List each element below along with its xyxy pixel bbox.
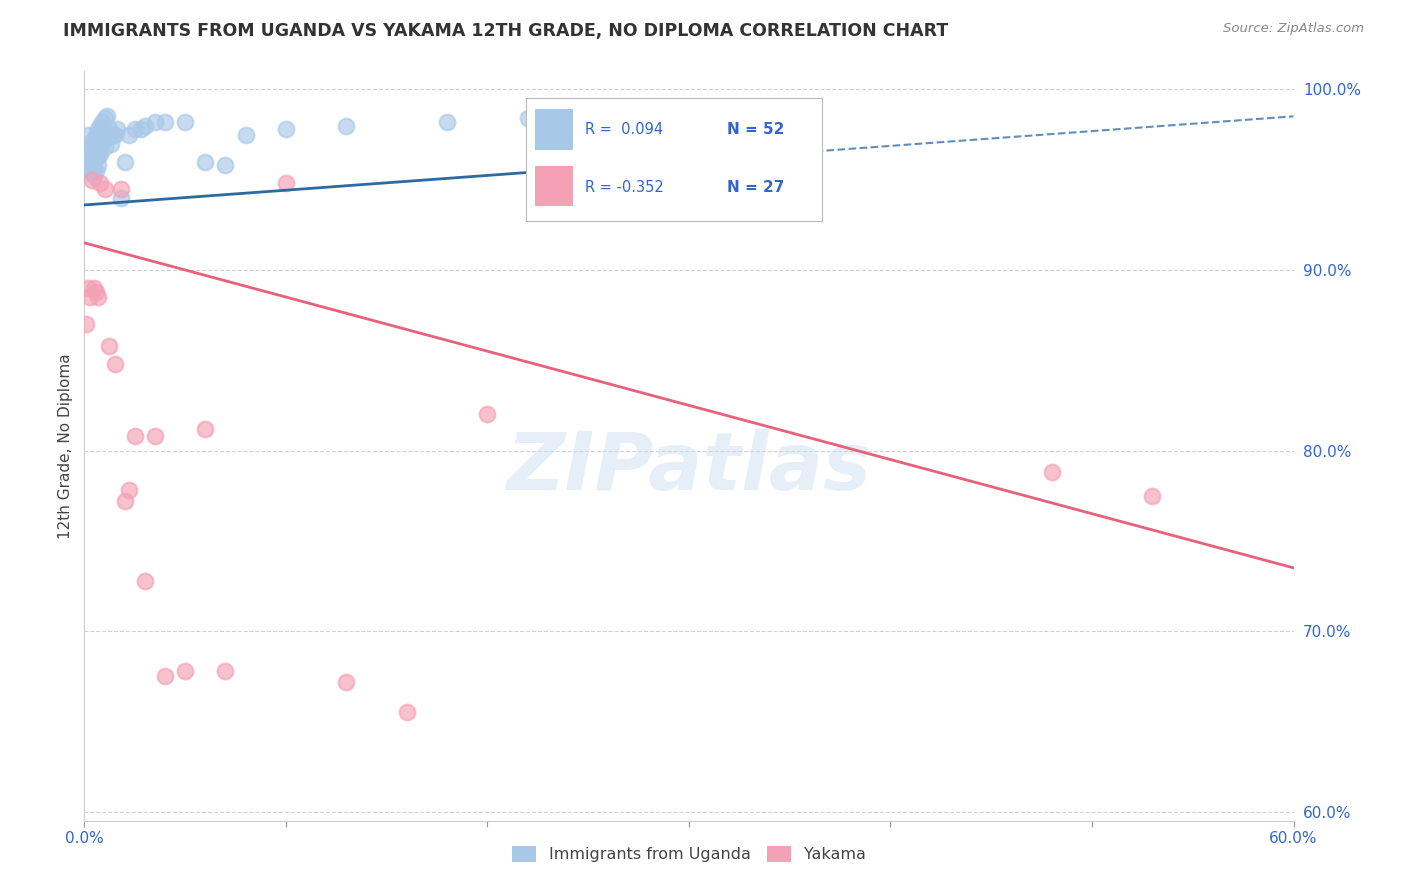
Point <box>87 136 110 151</box>
Point <box>214 664 236 678</box>
Point <box>274 176 297 190</box>
Point <box>83 145 105 160</box>
Point <box>118 483 141 498</box>
Text: ZIPatlas: ZIPatlas <box>506 429 872 508</box>
Point <box>104 128 127 142</box>
Point <box>75 154 97 169</box>
Point <box>87 122 110 136</box>
Point <box>89 119 111 133</box>
Point <box>134 574 156 588</box>
Point <box>194 422 217 436</box>
Point <box>124 429 146 443</box>
Point <box>91 115 114 129</box>
Point <box>110 182 132 196</box>
Point <box>153 115 176 129</box>
Point <box>82 140 104 154</box>
Point <box>87 158 110 172</box>
Point <box>93 140 115 154</box>
Point <box>335 674 357 689</box>
Point <box>75 317 97 331</box>
Point <box>87 290 110 304</box>
Point <box>153 669 176 683</box>
Text: Source: ZipAtlas.com: Source: ZipAtlas.com <box>1223 22 1364 36</box>
Point <box>114 494 136 508</box>
Point <box>1142 489 1164 503</box>
Point <box>214 158 236 172</box>
Point <box>79 145 101 160</box>
Point <box>93 112 115 126</box>
Point <box>516 112 538 126</box>
Point <box>105 122 128 136</box>
Point <box>86 128 108 142</box>
Point <box>79 163 101 178</box>
Point <box>395 706 418 720</box>
Point <box>174 115 197 129</box>
Point <box>89 147 111 161</box>
Point <box>104 357 127 371</box>
Point <box>110 191 132 205</box>
Point <box>89 133 111 147</box>
Point <box>86 285 108 299</box>
Point <box>82 151 104 165</box>
Point <box>86 151 108 165</box>
Point <box>477 408 499 422</box>
Y-axis label: 12th Grade, No Diploma: 12th Grade, No Diploma <box>58 353 73 539</box>
Point <box>82 163 104 178</box>
Point <box>86 140 108 154</box>
Point <box>82 172 104 186</box>
Point <box>97 339 120 353</box>
Point <box>335 119 357 133</box>
Point <box>97 122 120 136</box>
Point <box>89 176 111 190</box>
Point <box>93 182 115 196</box>
Point <box>77 136 100 151</box>
Point <box>101 128 124 142</box>
Point <box>436 115 458 129</box>
Point <box>134 119 156 133</box>
Point <box>738 115 761 129</box>
Point <box>79 290 101 304</box>
Point <box>77 281 100 295</box>
Point <box>83 133 105 147</box>
Point <box>194 154 217 169</box>
Point <box>617 110 640 124</box>
Legend: Immigrants from Uganda, Yakama: Immigrants from Uganda, Yakama <box>506 839 872 869</box>
Point <box>83 169 105 183</box>
Point <box>143 115 166 129</box>
Point <box>114 154 136 169</box>
Point <box>124 122 146 136</box>
Point <box>83 281 105 295</box>
Point <box>77 128 100 142</box>
Point <box>274 122 297 136</box>
Point <box>143 429 166 443</box>
Point <box>83 158 105 172</box>
Point <box>79 154 101 169</box>
Point <box>96 110 118 124</box>
Point <box>87 149 110 163</box>
Point <box>235 128 257 142</box>
Point <box>100 136 122 151</box>
Point <box>1040 465 1063 479</box>
Point <box>91 136 114 151</box>
Point <box>129 122 152 136</box>
Point <box>118 128 141 142</box>
Point <box>174 664 197 678</box>
Point <box>86 163 108 178</box>
Text: IMMIGRANTS FROM UGANDA VS YAKAMA 12TH GRADE, NO DIPLOMA CORRELATION CHART: IMMIGRANTS FROM UGANDA VS YAKAMA 12TH GR… <box>63 22 949 40</box>
